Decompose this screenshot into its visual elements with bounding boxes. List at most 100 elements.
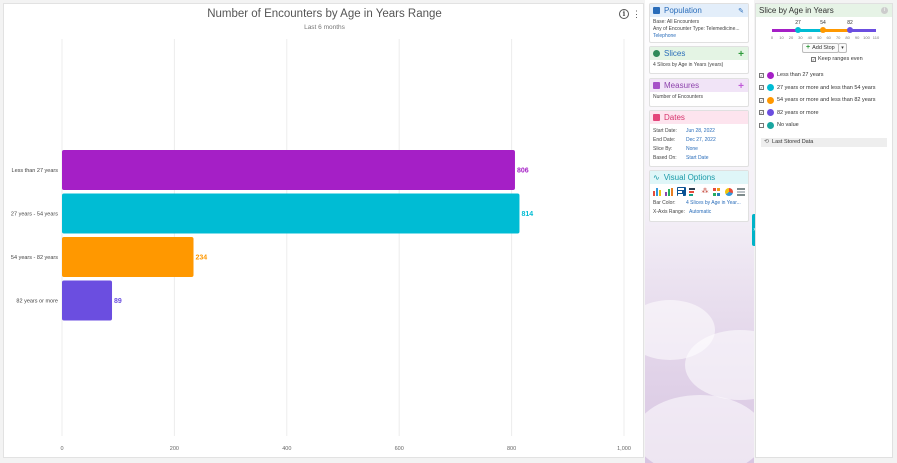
- color-swatch[interactable]: [767, 121, 774, 129]
- tick-label: 30: [798, 35, 803, 40]
- bar[interactable]: [62, 237, 194, 277]
- pulse-icon: ∿: [653, 173, 660, 182]
- slicer-info-icon[interactable]: i: [881, 7, 888, 14]
- population-card[interactable]: Population ✎ Base: All Encounters Any of…: [649, 3, 749, 43]
- pie-chart-icon[interactable]: [724, 187, 733, 196]
- range-handle[interactable]: [795, 27, 801, 33]
- date-key: Slice By:: [653, 146, 673, 152]
- add-slice-icon[interactable]: +: [738, 49, 744, 60]
- bar[interactable]: [62, 193, 520, 234]
- dates-title: Dates: [664, 113, 685, 122]
- info-icon[interactable]: i: [619, 9, 629, 19]
- bar-chart-icon[interactable]: [676, 187, 686, 196]
- bar-chart: 0 200 400 600 800 1,000 Less than 27 years 806 2…: [11, 39, 631, 452]
- bar[interactable]: [62, 150, 515, 190]
- color-swatch[interactable]: [767, 84, 774, 92]
- last-stored-data-row[interactable]: ⟲ Last Stored Data: [761, 138, 887, 147]
- x-axis-range-value[interactable]: Automatic: [689, 209, 712, 215]
- based-on-value[interactable]: Start Date: [686, 155, 709, 161]
- slice-item[interactable]: ✓ 82 years or more: [759, 107, 875, 120]
- stacked-bar-icon[interactable]: [688, 187, 698, 196]
- end-date-value[interactable]: Dec 27, 2022: [686, 137, 716, 143]
- tick-label: 60: [826, 35, 831, 40]
- date-key: Start Date:: [653, 128, 677, 134]
- add-measure-icon[interactable]: +: [738, 81, 744, 92]
- bar-color-value[interactable]: 4 Slices by Age in Year...: [686, 200, 741, 206]
- category-label: 82 years or more: [16, 299, 58, 305]
- slice-label: 27 years or more and less than 54 years: [777, 84, 876, 91]
- tick-label: 20: [788, 35, 794, 40]
- slice-item[interactable]: No value: [759, 119, 875, 132]
- category-label: 27 years - 54 years: [11, 212, 58, 218]
- tick-label: 100: [863, 35, 870, 40]
- visual-options-card[interactable]: ∿ Visual Options ⁂ Bar Color: 4 Slices by…: [649, 170, 749, 222]
- checkbox[interactable]: ✓: [811, 56, 816, 62]
- tick-label: 110: [872, 35, 880, 40]
- options-column: Population ✎ Base: All Encounters Any of…: [645, 0, 754, 463]
- category-label: Less than 27 years: [12, 168, 59, 174]
- more-options-icon[interactable]: ⋮: [632, 9, 641, 19]
- bar[interactable]: [62, 280, 113, 321]
- slices-text: 4 Slices by Age in Years (years): [653, 62, 724, 68]
- chart-panel: 0 200 400 600 800 1,000 Less than 27 years 806 2…: [3, 3, 644, 458]
- edit-population-icon[interactable]: ✎: [738, 8, 744, 15]
- scatter-chart-icon[interactable]: ⁂: [701, 188, 709, 195]
- checkbox[interactable]: ✓: [759, 110, 764, 116]
- add-stop-dropdown[interactable]: ▾: [838, 43, 847, 53]
- data-label: 806: [517, 168, 529, 175]
- visual-key: Bar Color:: [653, 200, 676, 206]
- slice-item[interactable]: ✓ Less than 27 years: [759, 69, 875, 82]
- color-swatch[interactable]: [767, 96, 774, 104]
- tick-label: 40: [807, 35, 813, 40]
- population-title: Population: [664, 6, 702, 15]
- chart-title: Number of Encounters by Age in Years Ran…: [207, 8, 442, 20]
- visual-key: X-Axis Range:: [653, 209, 685, 215]
- range-handle[interactable]: [847, 27, 853, 33]
- stop-label: 82: [847, 20, 853, 26]
- slice-label: No value: [777, 122, 799, 129]
- x-tick-label: 200: [170, 446, 179, 452]
- table-icon[interactable]: [736, 187, 746, 196]
- slice-item[interactable]: ✓ 27 years or more and less than 54 year…: [759, 82, 875, 95]
- color-swatch[interactable]: [767, 109, 774, 117]
- slice-list: ✓ Less than 27 years ✓ 27 years or more …: [759, 69, 875, 132]
- heatmap-icon[interactable]: [712, 187, 721, 196]
- population-line: Any of Encounter Type: Telemedicine...: [653, 26, 740, 32]
- calendar-icon: [653, 114, 660, 121]
- dates-card[interactable]: Dates Start Date: Jun 28, 2022 End Date: D…: [649, 110, 749, 167]
- chart-subtitle: Last 6 months: [304, 24, 345, 31]
- tick-label: 70: [835, 35, 841, 40]
- data-label: 89: [114, 298, 122, 305]
- stacked-column-icon[interactable]: [665, 187, 674, 196]
- tick-label: 50: [817, 35, 822, 40]
- x-tick-label: 400: [282, 446, 291, 452]
- column-chart-icon[interactable]: [653, 187, 662, 196]
- range-handle[interactable]: [820, 27, 826, 33]
- population-line: Telephone: [653, 33, 677, 39]
- checkbox[interactable]: ✓: [759, 85, 764, 91]
- checkbox[interactable]: ✓: [759, 72, 764, 78]
- slices-card[interactable]: Slices + 4 Slices by Age in Years (years…: [649, 46, 749, 74]
- keep-ranges-even-checkbox[interactable]: ✓ Keep ranges even: [811, 56, 863, 62]
- x-tick-label: 800: [507, 446, 516, 452]
- x-tick-label: 0: [60, 446, 63, 452]
- measures-card[interactable]: Measures + Number of Encounters: [649, 78, 749, 107]
- checkbox[interactable]: [759, 122, 764, 128]
- add-stop-label: Add Stop: [812, 45, 835, 51]
- tick-label: 90: [854, 35, 860, 40]
- slice-by-value[interactable]: None: [686, 146, 698, 152]
- add-stop-button[interactable]: + Add Stop: [802, 43, 839, 53]
- color-swatch[interactable]: [767, 71, 774, 79]
- data-label: 234: [196, 255, 208, 262]
- slice-label: 82 years or more: [777, 109, 819, 116]
- tick-label: 0: [770, 35, 774, 40]
- slices-icon: [653, 50, 660, 57]
- date-key: Based On:: [653, 155, 677, 161]
- tick-label: 80: [845, 35, 850, 40]
- plus-icon: +: [806, 44, 811, 51]
- checkbox[interactable]: ✓: [759, 97, 764, 103]
- range-slider[interactable]: 27 54 82 0 10 20 30 40 50 60 70 80 90 10…: [756, 17, 892, 47]
- population-icon: [653, 7, 660, 14]
- start-date-value[interactable]: Jun 28, 2022: [686, 128, 715, 134]
- slice-item[interactable]: ✓ 54 years or more and less than 82 year…: [759, 94, 875, 107]
